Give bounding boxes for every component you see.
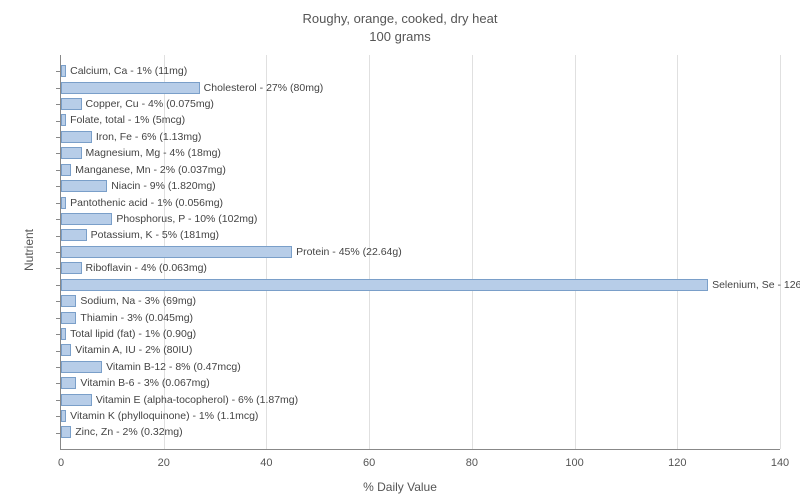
plot-area: 020406080100120140 Calcium, Ca - 1% (11m…: [60, 55, 780, 450]
bar-label: Sodium, Na - 3% (69mg): [80, 294, 196, 308]
bar-row: Manganese, Mn - 2% (0.037mg): [61, 163, 780, 177]
bar-row: Copper, Cu - 4% (0.075mg): [61, 97, 780, 111]
bar-row: Protein - 45% (22.64g): [61, 245, 780, 259]
bar: [61, 426, 71, 438]
bar-label: Protein - 45% (22.64g): [296, 245, 402, 259]
bar-row: Iron, Fe - 6% (1.13mg): [61, 130, 780, 144]
bar-label: Iron, Fe - 6% (1.13mg): [96, 130, 202, 144]
bar: [61, 394, 92, 406]
bars-container: Calcium, Ca - 1% (11mg) Cholesterol - 27%…: [61, 63, 780, 441]
bar-row: Niacin - 9% (1.820mg): [61, 179, 780, 193]
bar: [61, 312, 76, 324]
x-tick-label: 140: [771, 457, 789, 469]
gridline: [780, 55, 781, 449]
bar-label: Manganese, Mn - 2% (0.037mg): [75, 163, 226, 177]
bar: [61, 213, 112, 225]
bar-label: Vitamin A, IU - 2% (80IU): [75, 343, 192, 357]
bar-label: Phosphorus, P - 10% (102mg): [116, 212, 257, 226]
bar: [61, 197, 66, 209]
x-tick-label: 100: [565, 457, 583, 469]
title-line1: Roughy, orange, cooked, dry heat: [303, 11, 498, 26]
bar-label: Total lipid (fat) - 1% (0.90g): [70, 327, 196, 341]
x-axis-label: % Daily Value: [0, 480, 800, 494]
y-axis-label: Nutrient: [22, 229, 36, 271]
bar: [61, 82, 200, 94]
bar-row: Phosphorus, P - 10% (102mg): [61, 212, 780, 226]
x-tick-label: 120: [668, 457, 686, 469]
bar-label: Vitamin B-6 - 3% (0.067mg): [80, 376, 209, 390]
bar-label: Vitamin K (phylloquinone) - 1% (1.1mcg): [70, 409, 258, 423]
bar: [61, 295, 76, 307]
bar: [61, 344, 71, 356]
x-tick-label: 80: [466, 457, 478, 469]
bar-row: Sodium, Na - 3% (69mg): [61, 294, 780, 308]
bar: [61, 361, 102, 373]
bar-row: Vitamin A, IU - 2% (80IU): [61, 343, 780, 357]
bar-row: Calcium, Ca - 1% (11mg): [61, 64, 780, 78]
bar: [61, 164, 71, 176]
bar-label: Potassium, K - 5% (181mg): [91, 228, 219, 242]
bar-row: Total lipid (fat) - 1% (0.90g): [61, 327, 780, 341]
bar-label: Copper, Cu - 4% (0.075mg): [86, 97, 214, 111]
bar-row: Folate, total - 1% (5mcg): [61, 113, 780, 127]
bar-row: Potassium, K - 5% (181mg): [61, 228, 780, 242]
bar-label: Vitamin E (alpha-tocopherol) - 6% (1.87m…: [96, 393, 298, 407]
bar: [61, 229, 87, 241]
chart-title: Roughy, orange, cooked, dry heat 100 gra…: [0, 0, 800, 46]
bar: [61, 410, 66, 422]
bar: [61, 328, 66, 340]
bar-label: Niacin - 9% (1.820mg): [111, 179, 215, 193]
bar: [61, 377, 76, 389]
bar: [61, 180, 107, 192]
bar-row: Zinc, Zn - 2% (0.32mg): [61, 425, 780, 439]
x-tick-label: 60: [363, 457, 375, 469]
bar-row: Pantothenic acid - 1% (0.056mg): [61, 196, 780, 210]
bar: [61, 65, 66, 77]
bar: [61, 147, 82, 159]
nutrient-chart: Roughy, orange, cooked, dry heat 100 gra…: [0, 0, 800, 500]
bar: [61, 279, 708, 291]
bar-label: Zinc, Zn - 2% (0.32mg): [75, 425, 182, 439]
bar-row: Selenium, Se - 126% (88.3mcg): [61, 278, 780, 292]
bar-label: Thiamin - 3% (0.045mg): [80, 311, 193, 325]
bar-label: Selenium, Se - 126% (88.3mcg): [712, 278, 800, 292]
x-tick-label: 40: [260, 457, 272, 469]
x-tick-label: 0: [58, 457, 64, 469]
bar-label: Magnesium, Mg - 4% (18mg): [86, 146, 221, 160]
bar-row: Thiamin - 3% (0.045mg): [61, 311, 780, 325]
bar-label: Riboflavin - 4% (0.063mg): [86, 261, 207, 275]
title-line2: 100 grams: [369, 29, 430, 44]
x-tick-label: 20: [158, 457, 170, 469]
bar-row: Riboflavin - 4% (0.063mg): [61, 261, 780, 275]
bar-label: Folate, total - 1% (5mcg): [70, 113, 185, 127]
bar-row: Cholesterol - 27% (80mg): [61, 81, 780, 95]
bar-label: Pantothenic acid - 1% (0.056mg): [70, 196, 223, 210]
bar-label: Cholesterol - 27% (80mg): [204, 81, 324, 95]
bar: [61, 98, 82, 110]
bar: [61, 131, 92, 143]
bar-row: Vitamin K (phylloquinone) - 1% (1.1mcg): [61, 409, 780, 423]
bar: [61, 262, 82, 274]
bar: [61, 246, 292, 258]
bar-label: Vitamin B-12 - 8% (0.47mcg): [106, 360, 241, 374]
bar-row: Vitamin E (alpha-tocopherol) - 6% (1.87m…: [61, 393, 780, 407]
bar-row: Vitamin B-6 - 3% (0.067mg): [61, 376, 780, 390]
bar: [61, 114, 66, 126]
bar-row: Vitamin B-12 - 8% (0.47mcg): [61, 360, 780, 374]
bar-row: Magnesium, Mg - 4% (18mg): [61, 146, 780, 160]
bar-label: Calcium, Ca - 1% (11mg): [70, 64, 187, 78]
